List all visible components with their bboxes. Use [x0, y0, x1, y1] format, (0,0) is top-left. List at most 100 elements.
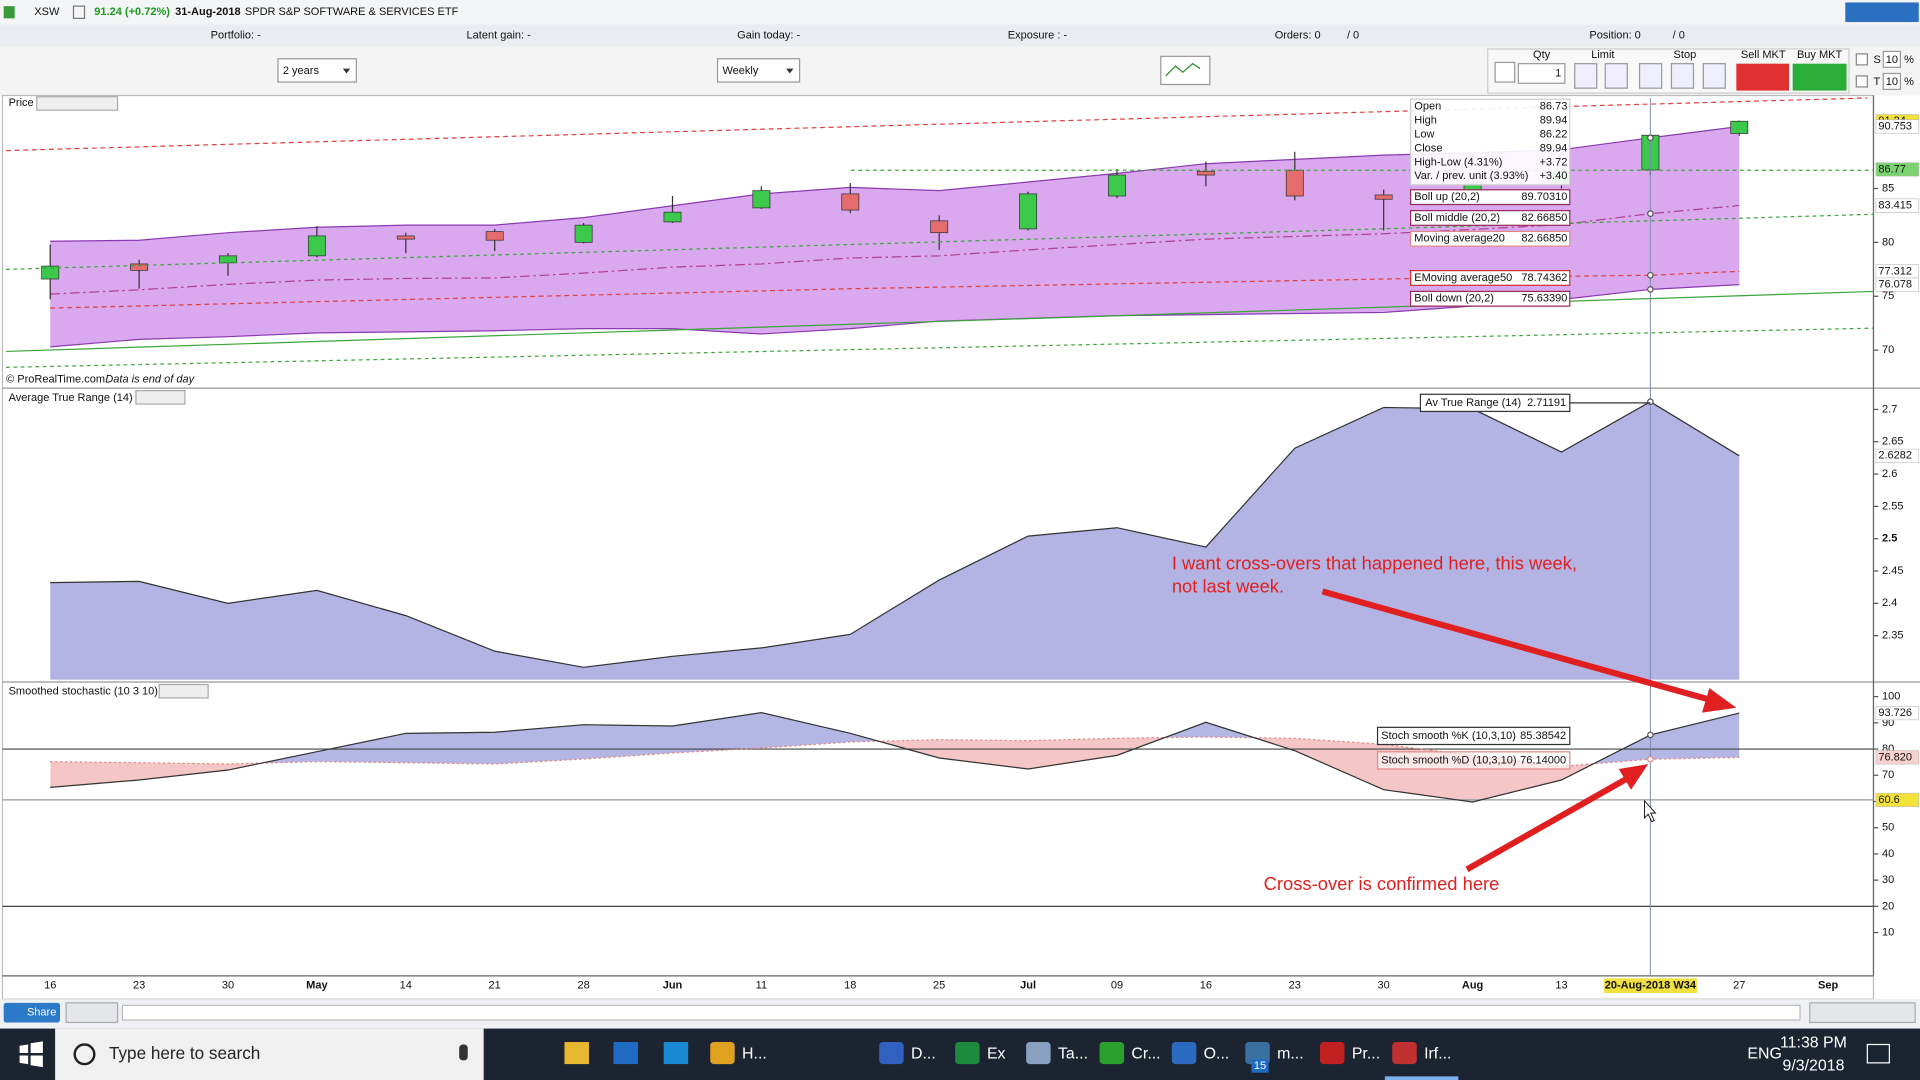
- x-tick-label: 21: [489, 980, 501, 992]
- y-tick-label: 10: [1882, 926, 1894, 938]
- trend-line: [6, 327, 1874, 368]
- stop-button[interactable]: [1638, 63, 1663, 89]
- title-bar: [0, 0, 1920, 25]
- arrow-head: [1618, 764, 1649, 790]
- candle-body: [130, 263, 149, 271]
- app-icon[interactable]: [1392, 1042, 1417, 1065]
- level-label-bg: [1875, 792, 1920, 807]
- x-tick-label: Aug: [1462, 980, 1483, 992]
- tooltip-label: Open: [1414, 100, 1441, 112]
- panel-tools[interactable]: [36, 96, 119, 111]
- app-icon[interactable]: [955, 1042, 980, 1065]
- stoch-above-fill: [50, 712, 1740, 767]
- pct-input[interactable]: [1882, 72, 1902, 90]
- cursor-dot: [1647, 398, 1654, 406]
- tool-button[interactable]: [1494, 61, 1516, 83]
- position-total: / 0: [1673, 29, 1685, 41]
- chart-style-icon: [1165, 62, 1201, 77]
- buy-button[interactable]: [1792, 63, 1847, 91]
- x-tick-label: Jun: [663, 980, 683, 992]
- dropdown-arrow: [786, 68, 794, 74]
- candle-body: [930, 220, 949, 234]
- cursor-dot: [1647, 271, 1654, 279]
- y-tick-label: 85: [1882, 182, 1894, 194]
- info-icon[interactable]: [72, 5, 86, 19]
- indicator-label: Boll up (20,2): [1414, 191, 1480, 203]
- search-box[interactable]: [55, 1028, 484, 1080]
- qty-label: Qty: [1533, 49, 1551, 61]
- sell-button[interactable]: [1736, 63, 1789, 91]
- app-icon: [613, 1042, 638, 1065]
- x-tick-label: 09: [1111, 980, 1123, 992]
- x-tick-label: 20-Aug-2018 W34: [1605, 980, 1697, 992]
- cursor-dot: [1647, 210, 1654, 217]
- app-icon[interactable]: [710, 1042, 735, 1065]
- stop-button[interactable]: [1670, 63, 1695, 89]
- s-label: S: [1873, 54, 1880, 66]
- tooltip-label: Var. / prev. unit (3.93%): [1414, 170, 1528, 182]
- pct-s: 10: [1886, 54, 1898, 66]
- interval-select[interactable]: [716, 58, 801, 83]
- tooltip-box: [1376, 726, 1571, 746]
- y-tick-label: 80: [1882, 236, 1894, 248]
- app-icon[interactable]: [1171, 1042, 1197, 1065]
- candle-body: [1285, 169, 1304, 197]
- indicator-value: 82.66850: [1521, 212, 1567, 224]
- level-label-bg: [1875, 706, 1920, 721]
- symbol[interactable]: XSW: [34, 6, 60, 18]
- app-icon[interactable]: [879, 1042, 904, 1065]
- y-tick-label: 2.6: [1882, 468, 1897, 480]
- overlay-layer: 16 23 30 May 14 21 28 Jun 11 18 25 Jul 09 16 23 30 Aug 13…: [44, 97, 1920, 994]
- app-icon: [3, 6, 15, 19]
- checkbox-t[interactable]: [1855, 75, 1868, 88]
- indicator-label-box: [1410, 189, 1571, 206]
- chart-style-button[interactable]: [1160, 55, 1211, 86]
- indicator-label-box: [1410, 290, 1571, 307]
- share-button[interactable]: [3, 1002, 60, 1023]
- app-icon[interactable]: [1320, 1042, 1345, 1065]
- zoom-tools[interactable]: [1809, 1002, 1916, 1024]
- arrow: [1321, 588, 1718, 705]
- stop-button[interactable]: [1702, 63, 1726, 89]
- candle-body: [663, 211, 682, 223]
- candle-body: [1730, 120, 1749, 134]
- tooltip-value: +3.40: [1539, 170, 1567, 182]
- indicator-label: EMoving average50: [1414, 272, 1512, 284]
- cursor-dot: [1647, 286, 1654, 293]
- pct-input[interactable]: [1882, 50, 1902, 68]
- badge: 15: [1254, 1060, 1266, 1072]
- qty-input[interactable]: [1517, 63, 1566, 84]
- start-button[interactable]: [19, 1041, 43, 1068]
- app-icon[interactable]: [1245, 1042, 1270, 1065]
- credit: © ProRealTime.com: [6, 373, 105, 385]
- bottom-tools[interactable]: [65, 1002, 119, 1024]
- orders-total: / 0: [1347, 29, 1359, 41]
- candle-body: [396, 235, 415, 240]
- scrollbar[interactable]: [121, 1004, 1801, 1021]
- tooltip-label: Stoch smooth %D (10,3,10): [1381, 754, 1516, 766]
- limit-buy-button[interactable]: [1574, 63, 1598, 89]
- app-label: O...: [1204, 1045, 1230, 1062]
- x-tick-label: Sep: [1818, 980, 1838, 992]
- app-icon: [564, 1042, 589, 1065]
- panel-tools[interactable]: [158, 683, 209, 699]
- window-controls[interactable]: [1845, 2, 1919, 23]
- search-icon: [73, 1043, 96, 1066]
- level-label-bg: [1875, 448, 1920, 463]
- app-icon[interactable]: [1026, 1042, 1051, 1065]
- boll-down-line: [50, 284, 1740, 348]
- app-label: Ta...: [1058, 1045, 1088, 1062]
- tooltip-value: 2.71191: [1527, 397, 1566, 409]
- tooltip-value: 89.94: [1540, 142, 1568, 154]
- checkbox-s[interactable]: [1855, 53, 1868, 66]
- panel-tools[interactable]: [135, 390, 186, 405]
- app-icon[interactable]: [1099, 1042, 1125, 1065]
- level-label: 76.078: [1878, 279, 1912, 291]
- indicator-label: Boll middle (20,2): [1414, 212, 1500, 224]
- search-placeholder: Type here to search: [109, 1043, 260, 1063]
- y-tick-label: 40: [1882, 848, 1894, 860]
- y-tick-label: 70: [1882, 769, 1894, 781]
- limit-sell-button[interactable]: [1604, 63, 1628, 89]
- notifications[interactable]: [1866, 1043, 1891, 1064]
- period-select[interactable]: [277, 58, 357, 83]
